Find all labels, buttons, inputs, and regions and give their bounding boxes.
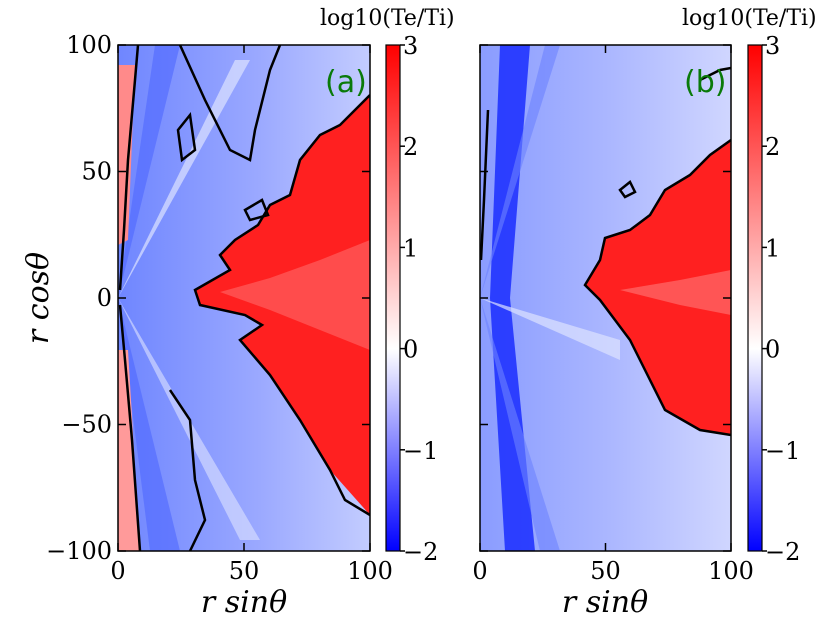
colorbar-tick-label: 2: [765, 133, 780, 161]
y-axis-title: r cosθ: [21, 252, 56, 344]
y-tick-label: 0: [97, 284, 112, 312]
colorbar-tick-label: 3: [403, 32, 418, 60]
contour-lines: [118, 45, 370, 551]
colorbar-title-b: log10(Te/Ti): [682, 6, 817, 31]
colorbar-tick-label: 1: [765, 234, 780, 262]
colorbar-tick-label: 1: [403, 234, 418, 262]
red-wedge-fringe: [220, 240, 370, 350]
ticks-layer: 0 50 100 100 50 0 −50 −100 3 2 1 0 −1 −2 0 50 100 3 2 1 0 −1 −…: [46, 31, 800, 585]
colorbar-tick-label: 0: [765, 336, 780, 364]
colorbar-a: [385, 44, 401, 552]
colorbar-tick-label: −1: [765, 437, 800, 465]
x-axis-title-a: r sinθ: [201, 585, 287, 620]
red-axis-strip: [118, 350, 140, 551]
blue-streak: [480, 45, 560, 298]
colorbar-b: [747, 44, 763, 552]
y-tick-label: −100: [46, 537, 112, 565]
colorbar-tick-label: −1: [403, 437, 438, 465]
y-tick-label: −50: [61, 411, 112, 439]
y-tick-label: 50: [81, 158, 112, 186]
colorbar-tick-label: −2: [765, 538, 800, 566]
x-tick-label: 100: [708, 557, 754, 585]
x-tick-label: 0: [110, 557, 125, 585]
colorbar-tick-label: −2: [403, 538, 438, 566]
blue-streak: [480, 298, 620, 360]
colorbar-title-a: log10(Te/Ti): [320, 6, 455, 31]
x-tick-label: 50: [590, 557, 621, 585]
colorbar-tick-label: 2: [403, 133, 418, 161]
panel-label-b: (b): [684, 65, 726, 100]
heatmap-panel-b: [480, 45, 731, 551]
colorbar-tick-label: 3: [765, 32, 780, 60]
red-axis-strip: [118, 65, 135, 245]
x-tick-label: 100: [347, 557, 393, 585]
colorbar-tick-label: 0: [403, 336, 418, 364]
blue-streak: [118, 45, 180, 298]
heatmap-panel-a: [118, 45, 370, 551]
x-tick-label: 50: [229, 557, 260, 585]
x-axis-title-b: r sinθ: [562, 585, 648, 620]
blue-jet-band: [490, 45, 535, 551]
blue-streak: [480, 298, 560, 551]
y-tick-label: 100: [66, 31, 112, 59]
red-wedge-fringe: [620, 270, 731, 315]
x-tick-label: 0: [472, 557, 487, 585]
contour-lines: [480, 66, 731, 437]
blue-streak: [118, 60, 250, 298]
blue-streak: [118, 298, 180, 551]
panel-label-a: (a): [325, 65, 367, 100]
